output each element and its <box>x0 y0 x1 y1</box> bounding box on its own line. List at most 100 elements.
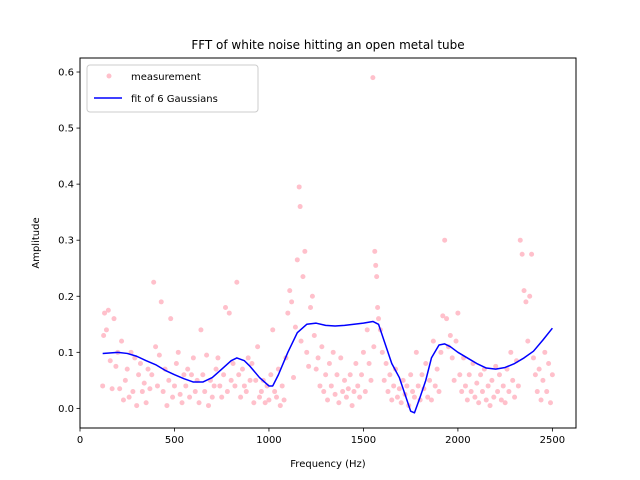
measurement-point <box>101 333 107 338</box>
measurement-point <box>158 299 164 305</box>
measurement-point <box>483 397 489 403</box>
measurement-point <box>408 372 414 378</box>
measurement-point <box>291 375 297 381</box>
x-tick-label: 0 <box>77 435 83 446</box>
measurement-point <box>297 204 303 210</box>
measurement-point <box>366 361 372 367</box>
measurement-point <box>544 389 550 395</box>
measurement-point <box>517 237 523 243</box>
measurement-point <box>245 355 251 361</box>
measurement-point <box>385 389 391 395</box>
measurement-point <box>190 355 196 361</box>
measurement-point <box>466 372 472 378</box>
measurement-point <box>342 377 348 383</box>
measurement-point <box>400 377 406 383</box>
measurement-point <box>360 349 366 355</box>
fit-line <box>102 320 553 414</box>
measurement-point <box>164 403 170 409</box>
measurement-point <box>234 279 240 285</box>
measurement-point <box>396 386 402 392</box>
measurement-point <box>296 184 302 190</box>
measurement-point <box>468 389 474 395</box>
measurement-point <box>368 377 374 383</box>
measurement-point <box>372 248 378 254</box>
measurement-point <box>183 383 189 389</box>
measurement-point <box>323 372 329 378</box>
measurement-point <box>325 397 331 403</box>
measurement-point <box>236 372 242 378</box>
measurement-point <box>453 338 459 344</box>
measurement-point <box>425 394 431 400</box>
measurement-point <box>319 344 325 350</box>
y-tick-label: 0.1 <box>58 348 74 359</box>
measurement-point <box>175 349 181 355</box>
y-axis: 0.0 0.1 0.2 0.3 0.4 0.5 0.6 <box>58 68 80 415</box>
measurement-point <box>381 377 387 383</box>
measurement-point <box>120 397 126 403</box>
y-tick-label: 0.4 <box>58 180 74 191</box>
measurement-point <box>119 338 125 344</box>
measurement-point <box>298 338 304 344</box>
measurement-point <box>168 316 174 322</box>
measurement-point <box>530 355 536 361</box>
measurement-point <box>347 372 353 378</box>
measurement-point <box>279 383 285 389</box>
measurement-point <box>336 400 342 406</box>
measurement-point <box>149 372 155 378</box>
measurement-point <box>321 389 327 395</box>
measurement-point <box>187 394 193 400</box>
measurement-point <box>451 377 457 383</box>
measurement-point <box>287 288 293 294</box>
legend-marker-measurement <box>106 73 112 79</box>
measurement-point <box>359 372 365 378</box>
measurement-point <box>493 363 499 369</box>
measurement-point <box>375 304 381 310</box>
measurement-point <box>151 279 157 285</box>
measurement-point <box>122 377 128 383</box>
measurement-point <box>374 274 380 280</box>
legend-label-fit: fit of 6 Gaussians <box>131 94 218 105</box>
measurement-point <box>205 403 211 409</box>
measurement-point <box>215 355 221 361</box>
measurement-point <box>355 383 361 389</box>
measurement-point <box>113 363 119 369</box>
measurement-point <box>221 372 227 378</box>
measurement-point <box>534 389 540 395</box>
measurement-point <box>105 307 111 313</box>
measurement-point <box>200 372 206 378</box>
measurement-point <box>126 394 132 400</box>
measurement-point <box>137 361 143 367</box>
measurement-point <box>479 389 485 395</box>
measurement-point <box>217 383 223 389</box>
measurement-point <box>436 389 442 395</box>
measurement-point <box>171 383 177 389</box>
legend-box <box>86 64 259 113</box>
measurement-point <box>170 394 176 400</box>
measurement-point <box>512 394 518 400</box>
measurement-point <box>391 383 397 389</box>
measurement-point <box>315 355 321 361</box>
x-tick-label: 1000 <box>256 435 281 446</box>
measurement-point <box>330 349 336 355</box>
measurement-point <box>538 397 544 403</box>
measurement-point <box>373 262 379 268</box>
measurement-point <box>411 394 417 400</box>
measurement-point <box>515 383 521 389</box>
measurement-point <box>376 316 382 322</box>
measurement-point <box>270 327 276 333</box>
y-tick-label: 0.0 <box>58 404 74 415</box>
measurement-point <box>519 251 525 257</box>
measurement-point <box>389 397 395 403</box>
measurement-point <box>241 383 247 389</box>
y-tick-label: 0.3 <box>58 236 74 247</box>
measurement-point <box>107 358 113 364</box>
measurement-point <box>100 383 106 389</box>
measurement-point <box>249 361 255 367</box>
y-axis-label: Amplitude <box>31 217 42 268</box>
measurement-point <box>134 403 140 409</box>
measurement-point <box>371 344 377 350</box>
measurement-point <box>415 383 421 389</box>
measurement-point <box>351 389 357 395</box>
measurement-point <box>202 389 208 395</box>
measurement-point <box>285 310 291 316</box>
